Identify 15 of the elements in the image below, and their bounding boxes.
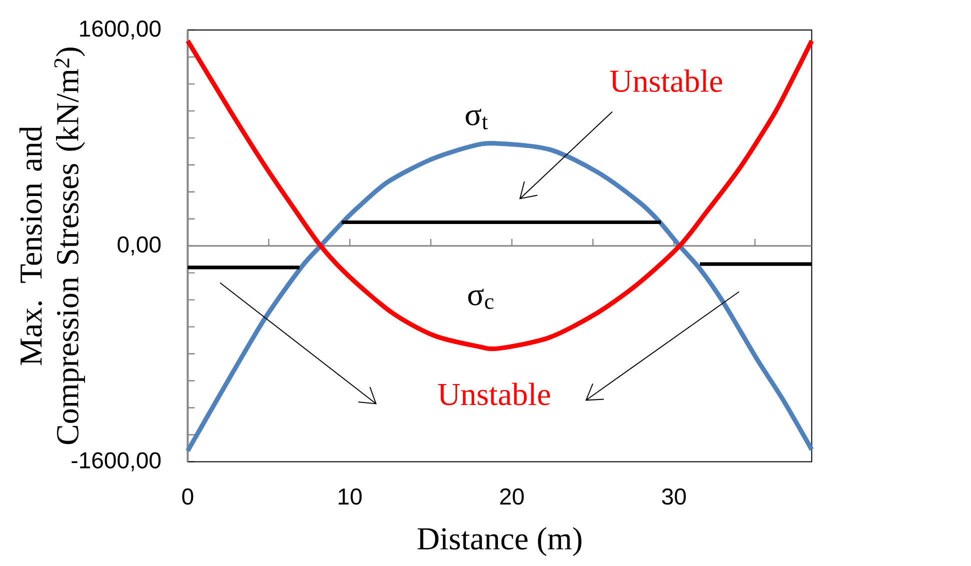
- y-tick-label: 0,00: [118, 236, 161, 256]
- x-axis-title: Distance (m): [418, 527, 582, 556]
- x-tick-label: 0: [182, 488, 194, 505]
- line-series: [185, 38, 814, 352]
- y-axis-title: Max. Tension and Compression Stresses (kN/m$^{2}$): [19, 48, 85, 444]
- y-tick-label: -1600,00: [72, 452, 161, 472]
- x-tick-label: 30: [662, 488, 686, 505]
- annotation: σ$_{c}$: [468, 288, 494, 310]
- annotation: σ$_{t}$: [466, 108, 488, 130]
- line-series: [185, 141, 814, 454]
- x-tick-label: 20: [500, 488, 524, 505]
- annotation: Unstable: [610, 70, 722, 92]
- x-tick-label: 10: [338, 488, 362, 505]
- y-tick-label: 1600,00: [80, 20, 161, 40]
- annotation: Unstable: [438, 382, 550, 406]
